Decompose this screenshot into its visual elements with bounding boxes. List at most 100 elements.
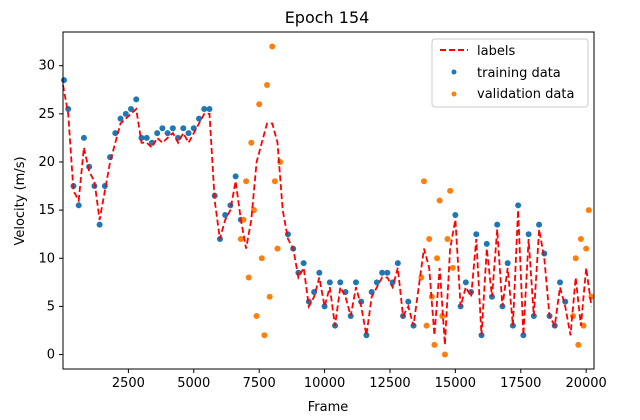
validation-point — [439, 313, 446, 320]
training-point — [504, 260, 511, 267]
validation-point — [444, 236, 451, 243]
training-point — [373, 279, 380, 286]
validation-point — [271, 178, 278, 185]
training-point — [61, 77, 67, 84]
training-point — [154, 130, 161, 137]
validation-point — [436, 197, 443, 204]
chart-title: Epoch 154 — [285, 8, 370, 27]
validation-point — [577, 236, 584, 243]
validation-point — [245, 274, 252, 281]
legend-training-swatch — [451, 69, 457, 75]
x-tick-label: 5000 — [177, 376, 210, 391]
training-point — [143, 134, 150, 141]
legend-training-text: training data — [477, 66, 561, 81]
validation-point — [256, 101, 263, 108]
y-axis-label: Velocity (m/s) — [13, 156, 28, 245]
training-point — [326, 279, 333, 286]
validation-point — [447, 187, 454, 194]
training-point — [321, 303, 328, 310]
validation-point — [449, 264, 456, 271]
training-point — [525, 231, 532, 238]
y-tick-label: 10 — [38, 251, 55, 266]
training-point — [394, 260, 401, 267]
training-point — [316, 269, 323, 276]
training-point — [196, 115, 203, 122]
training-point — [556, 279, 563, 286]
training-point — [520, 332, 527, 339]
training-point — [133, 96, 140, 103]
legend: labels training data validation data — [431, 38, 589, 108]
x-tick-label: 10000 — [304, 376, 345, 391]
training-point — [483, 240, 490, 247]
x-tick-label: 7500 — [243, 376, 276, 391]
training-point — [112, 130, 119, 137]
training-point — [384, 269, 391, 276]
training-point — [180, 125, 187, 132]
validation-point — [580, 322, 587, 329]
validation-point — [583, 245, 590, 252]
y-tick-label: 30 — [38, 59, 55, 74]
validation-point — [575, 341, 582, 348]
validation-point — [420, 178, 427, 185]
training-point — [379, 269, 386, 276]
training-point — [405, 298, 412, 305]
y-tick-label: 20 — [38, 155, 55, 170]
training-point — [164, 130, 171, 137]
y-tick-label: 25 — [38, 107, 55, 122]
labels-series — [62, 84, 593, 345]
y-tick-label: 5 — [47, 299, 55, 314]
training-point — [80, 134, 87, 141]
validation-point — [588, 293, 595, 300]
y-tick-label: 0 — [47, 348, 55, 363]
validation-point — [266, 293, 273, 300]
training-point — [117, 115, 124, 122]
validation-point — [441, 351, 448, 358]
x-axis: 2500 5000 7500 10000 12500 15000 17500 20000 — [112, 369, 607, 391]
validation-point — [253, 313, 260, 320]
validation-point — [585, 207, 592, 214]
x-axis-label: Frame — [308, 400, 349, 415]
training-point — [169, 125, 176, 132]
y-axis: 0 5 10 15 20 25 30 — [38, 59, 63, 363]
training-point — [122, 110, 129, 117]
legend-validation-swatch — [451, 91, 457, 97]
validation-point — [264, 81, 271, 88]
legend-box — [431, 38, 589, 108]
training-point — [206, 106, 213, 113]
validation-data-series — [237, 43, 595, 358]
x-tick-label: 12500 — [369, 376, 410, 391]
training-point — [222, 211, 229, 218]
x-tick-label: 15000 — [435, 376, 476, 391]
training-point — [159, 125, 166, 132]
validation-point — [258, 255, 265, 262]
training-point — [515, 202, 522, 209]
x-tick-label: 2500 — [112, 376, 145, 391]
training-point — [337, 279, 344, 286]
legend-validation-text: validation data — [477, 87, 574, 102]
training-point — [462, 279, 469, 286]
training-point — [96, 221, 103, 228]
validation-point — [248, 139, 255, 146]
training-point — [494, 221, 501, 228]
training-point — [75, 202, 82, 209]
validation-point — [269, 43, 276, 50]
x-tick-label: 20000 — [565, 376, 606, 391]
training-point — [536, 221, 543, 228]
training-point — [300, 260, 307, 267]
training-point — [363, 332, 370, 339]
labels-line — [62, 84, 593, 345]
validation-point — [237, 236, 244, 243]
validation-point — [431, 341, 438, 348]
validation-point — [572, 255, 579, 262]
training-point — [201, 106, 208, 113]
validation-point — [434, 255, 441, 262]
x-tick-label: 17500 — [500, 376, 541, 391]
validation-point — [261, 332, 268, 339]
training-point — [352, 279, 359, 286]
validation-point — [274, 245, 281, 252]
plot-frame — [62, 31, 595, 370]
validation-point — [426, 236, 433, 243]
training-point — [185, 130, 192, 137]
training-point — [232, 173, 239, 180]
validation-point — [423, 322, 430, 329]
